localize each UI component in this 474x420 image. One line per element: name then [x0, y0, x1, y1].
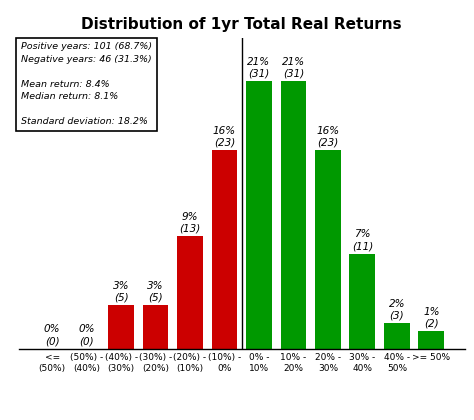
Text: 7%
(11): 7% (11): [352, 229, 373, 251]
Bar: [419, 331, 444, 349]
Bar: [177, 236, 203, 349]
Text: 0%
(0): 0% (0): [78, 324, 95, 346]
Bar: [384, 323, 410, 349]
Text: 3%
(5): 3% (5): [113, 281, 129, 303]
Text: 1%
(2): 1% (2): [423, 307, 439, 329]
Bar: [143, 305, 168, 349]
Text: 21%
(31): 21% (31): [282, 57, 305, 79]
Text: 16%
(23): 16% (23): [213, 126, 236, 147]
Text: Positive years: 101 (68.7%)
Negative years: 46 (31.3%)

Mean return: 8.4%
Median: Positive years: 101 (68.7%) Negative yea…: [21, 42, 152, 126]
Bar: [281, 81, 306, 349]
Bar: [211, 150, 237, 349]
Text: 21%
(31): 21% (31): [247, 57, 271, 79]
Text: 0%
(0): 0% (0): [44, 324, 60, 346]
Text: 3%
(5): 3% (5): [147, 281, 164, 303]
Bar: [315, 150, 341, 349]
Text: 9%
(13): 9% (13): [179, 212, 201, 234]
Bar: [108, 305, 134, 349]
Text: 16%
(23): 16% (23): [316, 126, 339, 147]
Bar: [246, 81, 272, 349]
Title: Distribution of 1yr Total Real Returns: Distribution of 1yr Total Real Returns: [82, 18, 402, 32]
Bar: [349, 254, 375, 349]
Text: 2%
(3): 2% (3): [389, 299, 405, 320]
